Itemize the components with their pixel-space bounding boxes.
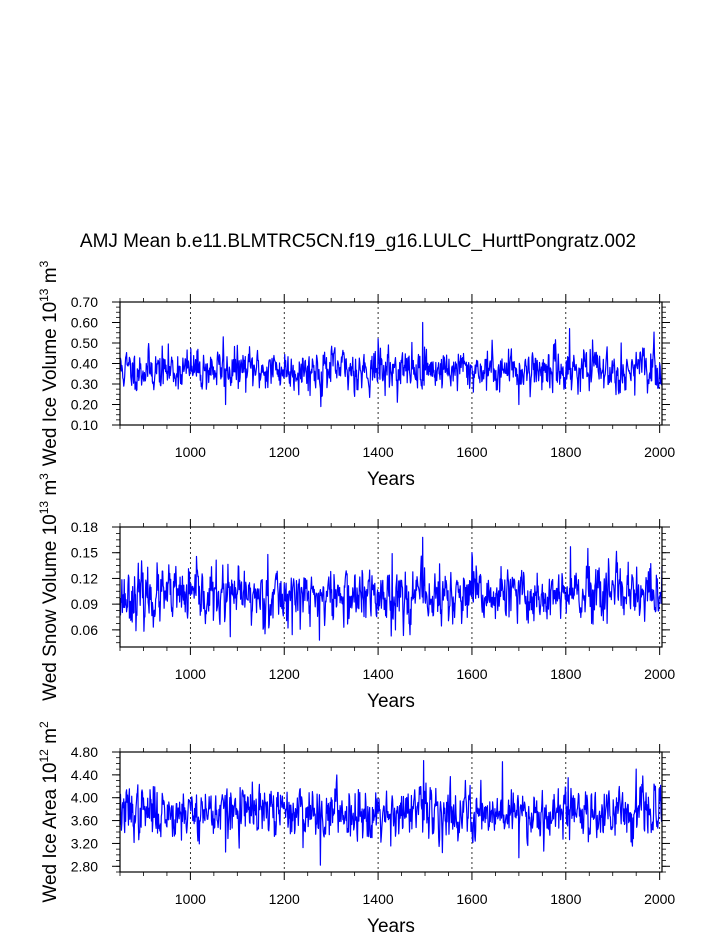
chart0-ytick-label-1: 0.20 [71, 397, 98, 413]
chart2-xtick-label-4: 1800 [550, 891, 581, 907]
chart1-ytick-label-1: 0.09 [71, 596, 98, 612]
chart0-xtick-label-0: 1000 [175, 444, 206, 460]
chart1-ylabel: Wed Snow Volume 1013 m3 [37, 473, 61, 701]
chart1-xtick-label-0: 1000 [175, 666, 206, 682]
chart2-ytick-label-2: 3.60 [71, 813, 98, 829]
panel-wed-snow-volume: 1000 1200 1400 1600 1800 2000 0.06 0.09 0.12 0.15… [37, 473, 675, 712]
chart2-xtick-label-2: 1400 [363, 891, 394, 907]
chart2-ytick-label-3: 4.00 [71, 790, 98, 806]
chart2-xtick-label-5: 2000 [644, 891, 675, 907]
chart1-xtick-label-3: 1600 [456, 666, 487, 682]
chart1-ytick-label-3: 0.15 [71, 545, 98, 561]
chart2-series-line [119, 759, 663, 866]
chart2-ylabel: Wed Ice Area 1012 m2 [37, 721, 61, 903]
figure-title: AMJ Mean b.e11.BLMTRC5CN.f19_g16.LULC_Hu… [80, 231, 636, 252]
chart2-xtick-label-1: 1200 [269, 891, 300, 907]
chart2-xtick-label-3: 1600 [456, 891, 487, 907]
chart0-ytick-label-0: 0.10 [71, 417, 98, 433]
panel-wed-ice-area: 1000 1200 1400 1600 1800 2000 2.80 3.20 3.60 4.00… [37, 721, 675, 935]
chart2-ytick-label-0: 2.80 [71, 858, 98, 874]
chart0-ytick-label-4: 0.50 [71, 335, 98, 351]
chart0-xtick-label-1: 1200 [269, 444, 300, 460]
chart1-ytick-label-2: 0.12 [71, 570, 98, 586]
panel-wed-ice-volume: 1000 1200 1400 1600 1800 2000 0.10 0.20 0.30 0.40… [37, 260, 675, 490]
chart0-ylabel: Wed Ice Volume 1013 m3 [37, 260, 61, 466]
chart1-series-line [119, 536, 663, 641]
chart2-ytick-label-1: 3.20 [71, 835, 98, 851]
chart2-ytick-label-4: 4.40 [71, 767, 98, 783]
chart2-xtick-label-0: 1000 [175, 891, 206, 907]
chart1-frame [119, 526, 663, 648]
chart0-ytick-label-5: 0.60 [71, 315, 98, 331]
chart1-ytick-label-0: 0.06 [71, 622, 98, 638]
chart1-xtick-label-2: 1400 [363, 666, 394, 682]
chart2-frame [119, 751, 663, 873]
chart0-frame [119, 301, 663, 426]
chart0-xtick-label-3: 1600 [456, 444, 487, 460]
chart2-ytick-label-5: 4.80 [71, 744, 98, 760]
chart0-xtick-label-2: 1400 [363, 444, 394, 460]
chart0-xtick-label-5: 2000 [644, 444, 675, 460]
chart2-xlabel: Years [367, 916, 415, 935]
chart1-xtick-label-4: 1800 [550, 666, 581, 682]
chart1-xtick-label-5: 2000 [644, 666, 675, 682]
chart0-xlabel: Years [367, 469, 415, 490]
chart0-series-line [119, 321, 663, 408]
chart0-ytick-label-6: 0.70 [71, 294, 98, 310]
chart1-ytick-label-4: 0.18 [71, 519, 98, 535]
chart1-xlabel: Years [367, 691, 415, 712]
chart0-xtick-label-4: 1800 [550, 444, 581, 460]
chart1-xtick-label-1: 1200 [269, 666, 300, 682]
chart0-ytick-label-3: 0.40 [71, 356, 98, 372]
chart0-ytick-label-2: 0.30 [71, 376, 98, 392]
